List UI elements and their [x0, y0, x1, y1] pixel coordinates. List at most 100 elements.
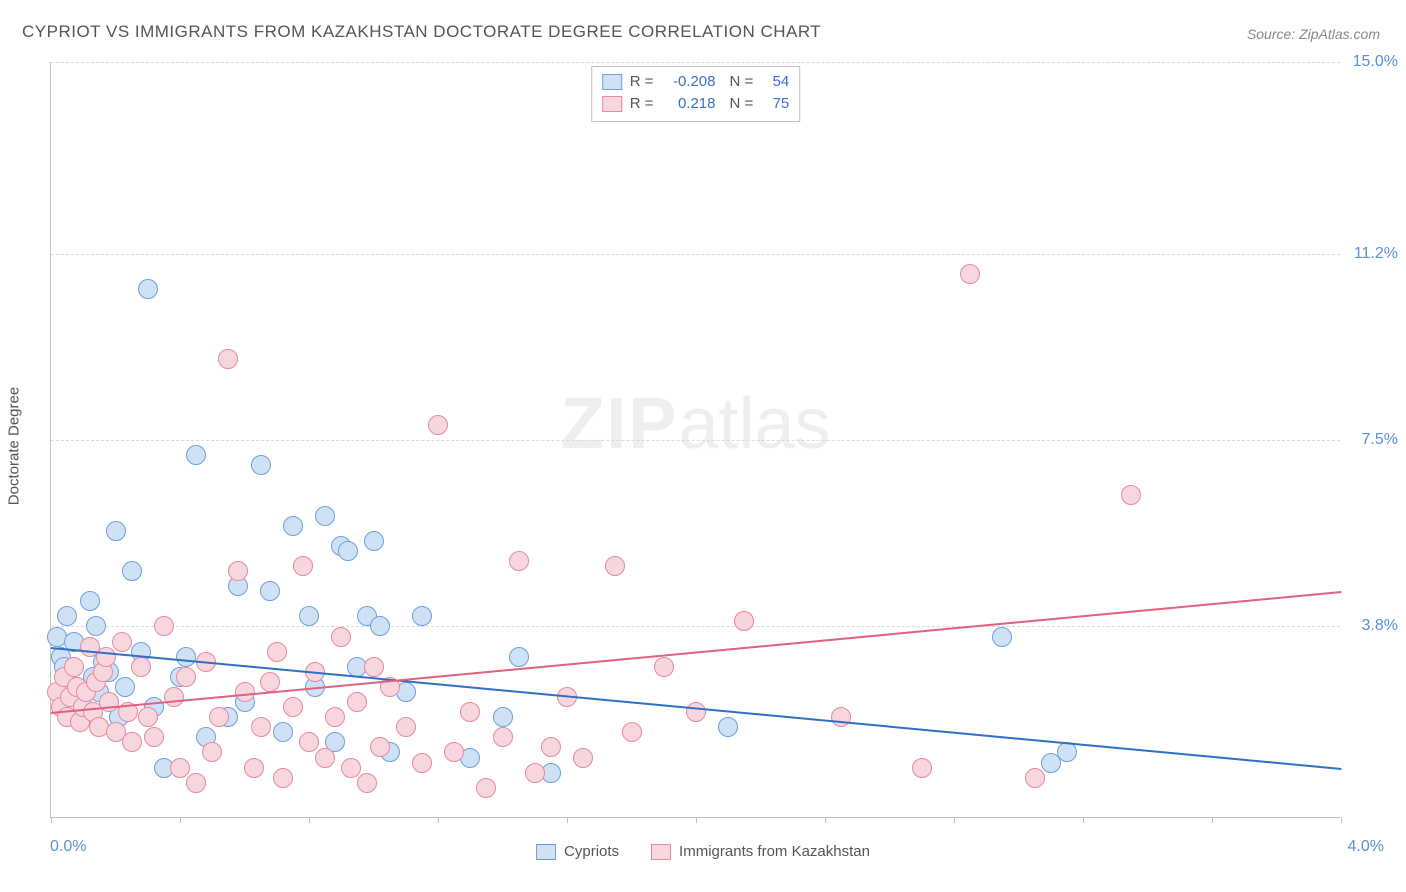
x-tick	[438, 817, 439, 823]
x-tick	[51, 817, 52, 823]
data-point	[370, 616, 390, 636]
legend-label: Immigrants from Kazakhstan	[679, 843, 870, 860]
y-tick-label: 11.2%	[1354, 245, 1398, 263]
data-point	[444, 742, 464, 762]
data-point	[493, 707, 513, 727]
data-point	[251, 717, 271, 737]
source-label: Source: ZipAtlas.com	[1247, 26, 1380, 42]
data-point	[57, 606, 77, 626]
data-point	[831, 707, 851, 727]
watermark-atlas: atlas	[678, 384, 830, 464]
data-point	[244, 758, 264, 778]
data-point	[106, 521, 126, 541]
y-tick-label: 3.8%	[1362, 617, 1398, 635]
data-point	[251, 455, 271, 475]
data-point	[370, 737, 390, 757]
legend-swatch	[602, 74, 622, 90]
chart-title: CYPRIOT VS IMMIGRANTS FROM KAZAKHSTAN DO…	[22, 22, 821, 42]
data-point	[144, 727, 164, 747]
data-point	[235, 682, 255, 702]
data-point	[460, 702, 480, 722]
legend-swatch	[536, 844, 556, 860]
data-point	[186, 445, 206, 465]
n-prefix: N =	[730, 71, 754, 93]
data-point	[1025, 768, 1045, 788]
data-point	[218, 349, 238, 369]
data-point	[112, 632, 132, 652]
data-point	[299, 732, 319, 752]
gridline	[51, 254, 1340, 255]
legend-label: Cypriots	[564, 843, 619, 860]
n-value: 54	[761, 71, 789, 93]
data-point	[293, 556, 313, 576]
data-point	[509, 647, 529, 667]
x-max-label: 4.0%	[1348, 838, 1384, 856]
data-point	[164, 687, 184, 707]
watermark: ZIPatlas	[560, 383, 830, 465]
data-point	[122, 561, 142, 581]
data-point	[476, 778, 496, 798]
r-value: -0.208	[662, 71, 716, 93]
data-point	[315, 748, 335, 768]
data-point	[686, 702, 706, 722]
data-point	[138, 707, 158, 727]
bottom-legend: Cypriots Immigrants from Kazakhstan	[536, 843, 870, 860]
data-point	[605, 556, 625, 576]
x-tick	[696, 817, 697, 823]
data-point	[412, 606, 432, 626]
data-point	[338, 541, 358, 561]
legend-item: Cypriots	[536, 843, 619, 860]
watermark-zip: ZIP	[560, 384, 678, 464]
x-tick	[309, 817, 310, 823]
data-point	[573, 748, 593, 768]
data-point	[364, 531, 384, 551]
data-point	[718, 717, 738, 737]
data-point	[622, 722, 642, 742]
y-axis-title: Doctorate Degree	[6, 387, 23, 505]
data-point	[509, 551, 529, 571]
legend-swatch	[602, 96, 622, 112]
data-point	[228, 561, 248, 581]
data-point	[525, 763, 545, 783]
data-point	[176, 647, 196, 667]
data-point	[428, 415, 448, 435]
data-point	[64, 657, 84, 677]
n-value: 75	[761, 93, 789, 115]
data-point	[283, 516, 303, 536]
plot-area: ZIPatlas R =-0.208N =54R =0.218N =75 3.8…	[50, 62, 1340, 818]
x-tick	[1083, 817, 1084, 823]
x-tick	[954, 817, 955, 823]
gridline	[51, 626, 1340, 627]
data-point	[267, 642, 287, 662]
data-point	[331, 627, 351, 647]
x-tick	[567, 817, 568, 823]
x-origin-label: 0.0%	[50, 838, 86, 856]
r-value: 0.218	[662, 93, 716, 115]
data-point	[115, 677, 135, 697]
x-tick	[1341, 817, 1342, 823]
y-tick-label: 15.0%	[1353, 53, 1398, 71]
data-point	[154, 616, 174, 636]
data-point	[1057, 742, 1077, 762]
x-tick	[180, 817, 181, 823]
data-point	[138, 279, 158, 299]
data-point	[260, 581, 280, 601]
data-point	[209, 707, 229, 727]
stats-legend: R =-0.208N =54R =0.218N =75	[591, 66, 801, 122]
x-tick	[1212, 817, 1213, 823]
data-point	[1121, 485, 1141, 505]
data-point	[541, 737, 561, 757]
data-point	[86, 616, 106, 636]
data-point	[912, 758, 932, 778]
trend-line	[51, 591, 1341, 714]
stats-row: R =-0.208N =54	[602, 71, 790, 93]
stats-row: R =0.218N =75	[602, 93, 790, 115]
n-prefix: N =	[730, 93, 754, 115]
data-point	[273, 722, 293, 742]
data-point	[325, 707, 345, 727]
data-point	[299, 606, 319, 626]
data-point	[992, 627, 1012, 647]
data-point	[260, 672, 280, 692]
data-point	[347, 692, 367, 712]
data-point	[80, 591, 100, 611]
